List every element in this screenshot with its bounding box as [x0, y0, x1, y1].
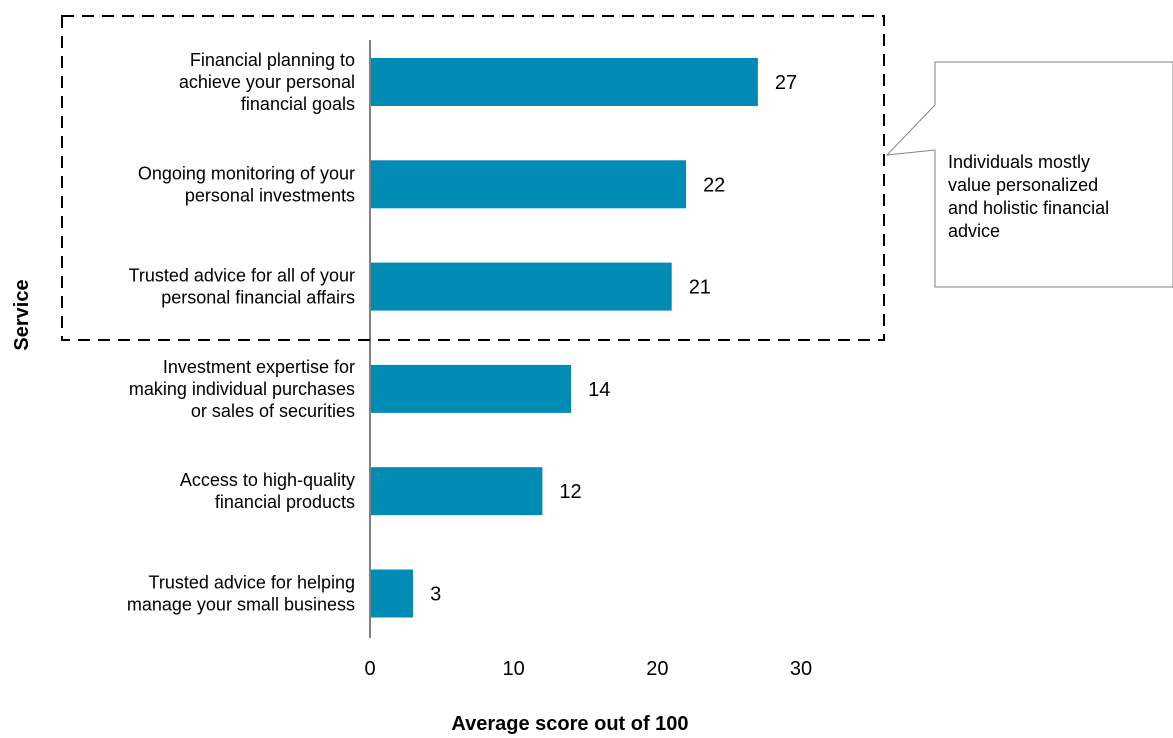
data-label-6: 3: [430, 584, 441, 606]
bar-2: [370, 160, 687, 209]
data-label-2: 22: [703, 174, 725, 196]
data-label-1: 27: [775, 72, 797, 94]
data-labels: 27 22 21 14 12 3: [430, 72, 797, 606]
data-label-4: 14: [588, 379, 610, 401]
bars-layer: [370, 58, 758, 618]
data-label-3: 21: [689, 277, 711, 299]
category-label-1: Financial planning to achieve your person…: [179, 50, 355, 114]
category-labels: Financial planning to achieve your person…: [127, 50, 355, 615]
x-tick-label-10: 10: [503, 658, 525, 680]
bar-1: [370, 58, 758, 106]
bar-5: [370, 467, 543, 516]
bar-4: [370, 364, 572, 413]
callout-text: Individuals mostly value personalized and …: [948, 152, 1109, 241]
callout-box: [885, 61, 1173, 288]
category-label-4: Investment expertise for making individua…: [129, 357, 355, 421]
x-tick-label-30: 30: [790, 658, 812, 680]
y-axis-title: Service: [11, 279, 33, 350]
x-axis-title: Average score out of 100: [451, 713, 688, 735]
bar-3: [370, 262, 672, 311]
category-label-3: Trusted advice for all of your personal f…: [129, 266, 355, 308]
bar-6: [370, 569, 414, 618]
x-axis-ticks: 0 10 20 30: [364, 658, 812, 680]
category-label-5: Access to high-quality financial products: [180, 470, 355, 512]
data-label-5: 12: [559, 481, 581, 503]
category-label-6: Trusted advice for helping manage your sm…: [127, 573, 355, 615]
x-tick-label-20: 20: [646, 658, 668, 680]
highlight-box: [61, 15, 885, 341]
category-label-2: Ongoing monitoring of your personal inves…: [138, 163, 355, 205]
x-tick-label-0: 0: [364, 658, 375, 680]
